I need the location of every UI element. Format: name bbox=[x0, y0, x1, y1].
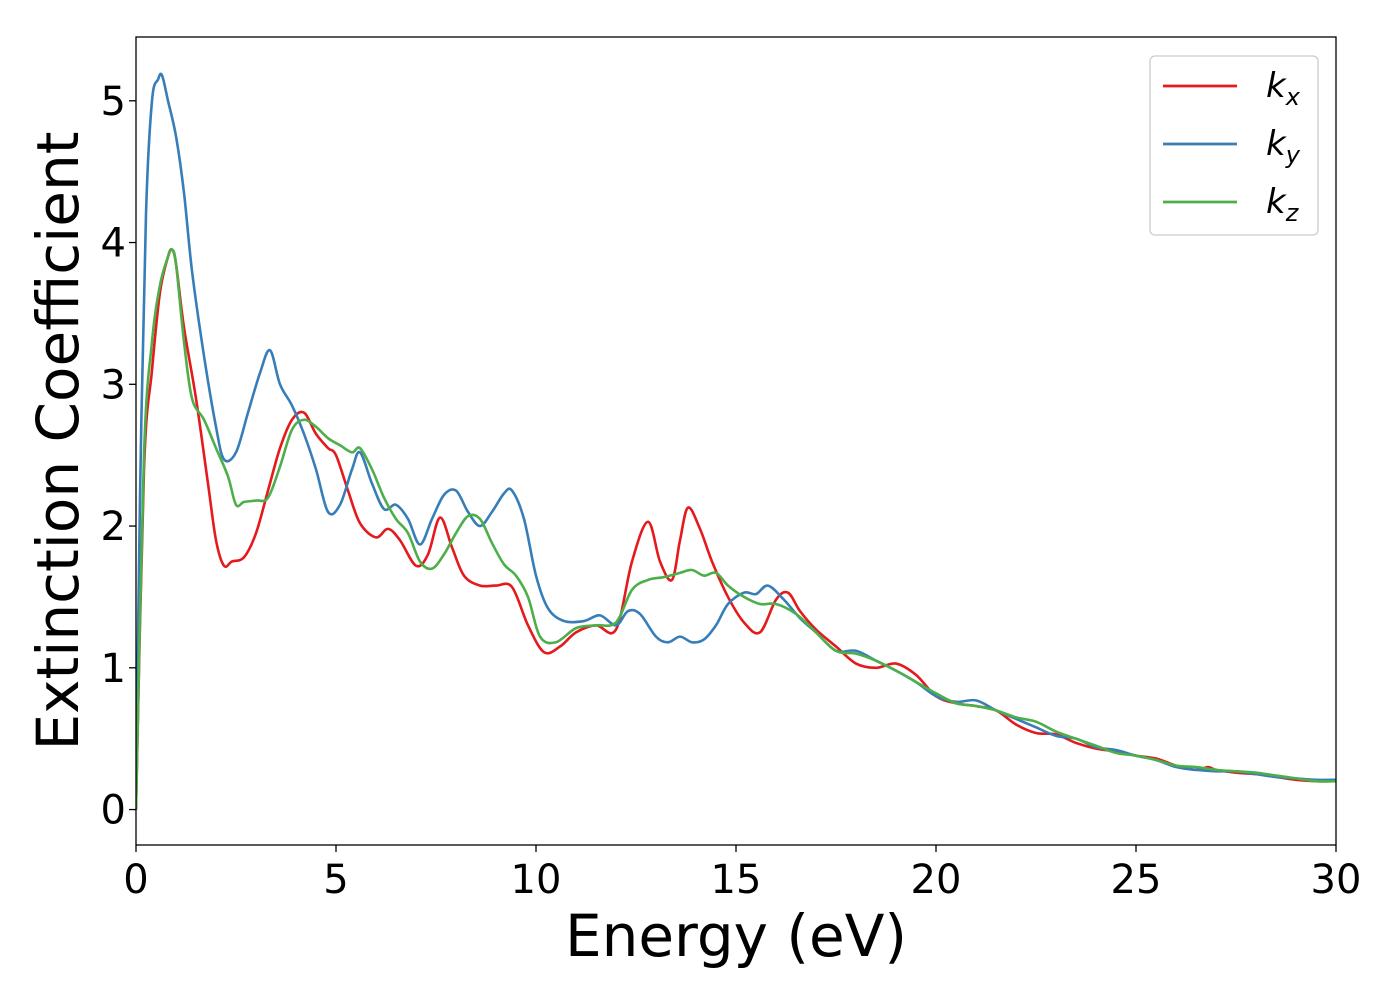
x-tick-label: 20 bbox=[911, 857, 962, 903]
y-tick-label: 0 bbox=[101, 788, 126, 834]
legend-box bbox=[1149, 55, 1319, 236]
x-tick-label: 30 bbox=[1311, 857, 1362, 903]
legend-label-y: ky bbox=[1266, 124, 1301, 169]
legend-label-z: kz bbox=[1266, 182, 1300, 227]
x-axis: 0 5 10 15 20 25 30 bbox=[123, 845, 1361, 903]
y-tick-label: 2 bbox=[101, 504, 126, 550]
y-tick-label: 4 bbox=[101, 221, 126, 267]
x-tick-label: 25 bbox=[1111, 857, 1162, 903]
series-layer bbox=[136, 72, 1336, 810]
y-tick-label: 3 bbox=[101, 362, 126, 408]
y-axis: 0 1 2 3 4 5 bbox=[101, 79, 136, 834]
x-tick-label: 15 bbox=[711, 857, 762, 903]
y-tick-label: 5 bbox=[101, 79, 126, 125]
series-line-x bbox=[136, 247, 1336, 810]
series-line-y bbox=[136, 72, 1336, 810]
legend-label-x: kx bbox=[1266, 66, 1301, 111]
legend: kx ky kz bbox=[1149, 55, 1319, 236]
x-tick-label: 10 bbox=[511, 857, 562, 903]
x-tick-label: 0 bbox=[123, 857, 148, 903]
x-tick-label: 5 bbox=[323, 857, 348, 903]
x-axis-title: Energy (eV) bbox=[565, 902, 907, 970]
y-axis-title: Extinction Coefficient bbox=[24, 132, 92, 751]
series-line-z bbox=[136, 248, 1336, 810]
y-tick-label: 1 bbox=[101, 646, 126, 692]
